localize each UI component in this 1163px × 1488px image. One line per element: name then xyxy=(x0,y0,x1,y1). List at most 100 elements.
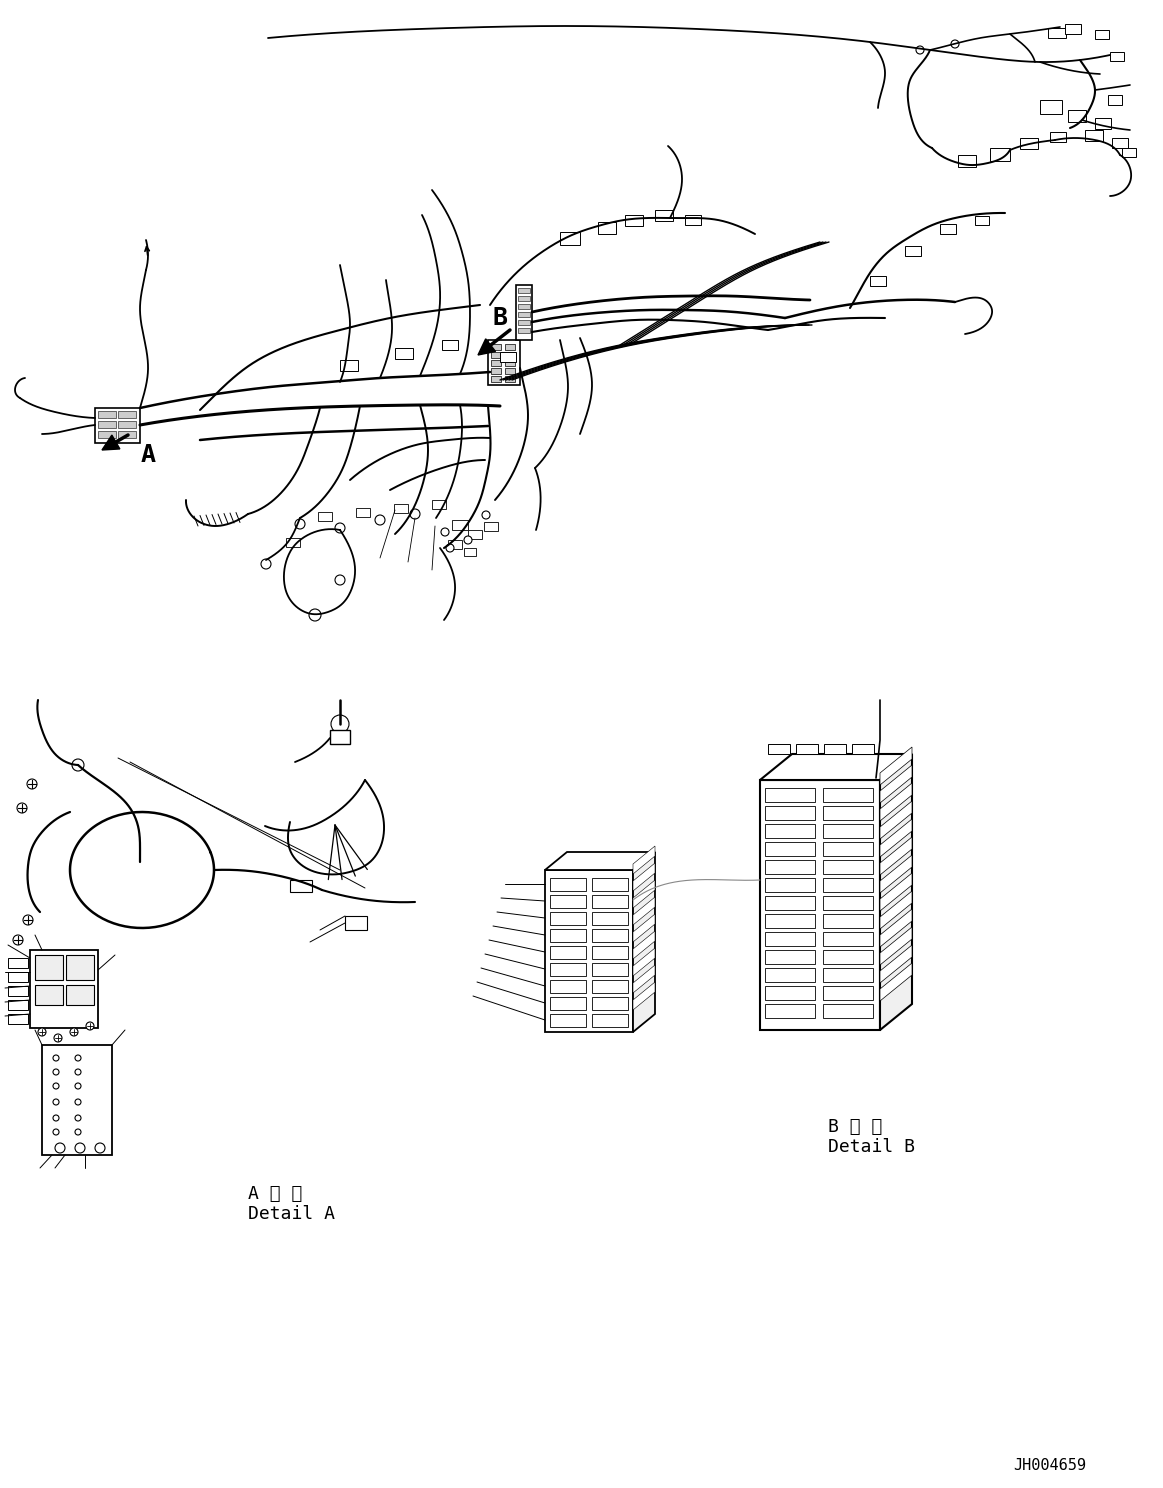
Bar xyxy=(765,806,815,820)
Bar xyxy=(823,931,873,946)
Bar xyxy=(825,744,846,754)
Bar xyxy=(870,275,886,286)
Polygon shape xyxy=(633,948,655,976)
Polygon shape xyxy=(880,909,912,946)
Bar xyxy=(550,894,586,908)
Text: A 詳 細: A 詳 細 xyxy=(248,1184,302,1202)
Circle shape xyxy=(55,1143,65,1153)
Polygon shape xyxy=(633,853,655,1033)
Bar xyxy=(431,500,445,509)
Bar xyxy=(491,368,501,373)
Bar xyxy=(550,929,586,942)
Polygon shape xyxy=(633,897,655,926)
Bar xyxy=(491,360,501,366)
Bar xyxy=(1048,28,1066,39)
Bar xyxy=(1040,100,1062,115)
Bar xyxy=(765,878,815,891)
Bar xyxy=(823,914,873,929)
Bar xyxy=(518,327,530,333)
Circle shape xyxy=(335,574,345,585)
Bar xyxy=(765,896,815,911)
Polygon shape xyxy=(880,818,912,857)
Bar xyxy=(1108,95,1122,106)
Circle shape xyxy=(38,1028,47,1036)
Bar xyxy=(317,512,331,521)
Polygon shape xyxy=(880,747,912,786)
Bar xyxy=(395,348,413,359)
Bar xyxy=(905,246,921,256)
Bar xyxy=(356,507,370,516)
Polygon shape xyxy=(880,801,912,839)
Bar xyxy=(823,860,873,873)
Bar xyxy=(98,432,116,437)
Bar xyxy=(42,1045,112,1155)
Bar xyxy=(491,376,501,382)
Circle shape xyxy=(53,1129,59,1135)
Text: Detail A: Detail A xyxy=(248,1205,335,1223)
Bar xyxy=(795,744,818,754)
Circle shape xyxy=(53,1034,62,1042)
Polygon shape xyxy=(880,765,912,804)
Circle shape xyxy=(53,1055,59,1061)
Text: B 詳 細: B 詳 細 xyxy=(828,1117,883,1135)
Circle shape xyxy=(17,804,27,812)
Bar xyxy=(505,376,515,382)
Bar xyxy=(290,879,312,891)
Circle shape xyxy=(27,780,37,789)
Bar xyxy=(550,997,586,1010)
Polygon shape xyxy=(633,847,655,873)
Bar xyxy=(505,360,515,366)
Bar xyxy=(958,155,976,167)
Bar xyxy=(468,530,481,539)
Bar xyxy=(765,931,815,946)
Bar xyxy=(1112,138,1128,147)
Bar xyxy=(550,946,586,958)
Bar xyxy=(117,432,136,437)
Bar xyxy=(765,789,815,802)
Polygon shape xyxy=(880,927,912,966)
Polygon shape xyxy=(880,891,912,929)
Bar xyxy=(117,411,136,418)
Bar xyxy=(8,972,28,982)
Bar xyxy=(823,806,873,820)
Circle shape xyxy=(74,1083,81,1089)
Bar xyxy=(464,548,476,557)
Polygon shape xyxy=(545,853,655,870)
Bar xyxy=(545,870,633,1033)
Bar xyxy=(550,1013,586,1027)
Bar xyxy=(592,929,628,942)
Circle shape xyxy=(411,509,420,519)
Bar xyxy=(765,842,815,856)
Text: JH004659: JH004659 xyxy=(1013,1458,1086,1473)
Circle shape xyxy=(295,519,305,530)
Bar xyxy=(505,368,515,373)
Circle shape xyxy=(72,759,84,771)
Bar xyxy=(655,210,673,222)
Bar xyxy=(35,955,63,981)
Bar xyxy=(518,304,530,310)
Circle shape xyxy=(445,545,454,552)
Polygon shape xyxy=(880,963,912,1001)
Bar xyxy=(340,360,358,371)
Polygon shape xyxy=(759,754,912,780)
Bar xyxy=(823,824,873,838)
Text: Detail B: Detail B xyxy=(828,1138,915,1156)
Polygon shape xyxy=(478,339,495,356)
Circle shape xyxy=(74,1143,85,1153)
Bar xyxy=(516,286,531,339)
Bar xyxy=(550,912,586,926)
Bar xyxy=(598,222,616,234)
Bar xyxy=(488,339,520,385)
Polygon shape xyxy=(633,914,655,942)
Text: A: A xyxy=(141,443,156,467)
Bar xyxy=(592,981,628,992)
Bar xyxy=(592,912,628,926)
Bar xyxy=(759,780,880,1030)
Circle shape xyxy=(86,1022,94,1030)
Polygon shape xyxy=(633,879,655,908)
Bar xyxy=(823,1004,873,1018)
Polygon shape xyxy=(880,945,912,984)
Bar xyxy=(765,860,815,873)
Bar xyxy=(823,949,873,964)
Bar xyxy=(394,504,408,513)
